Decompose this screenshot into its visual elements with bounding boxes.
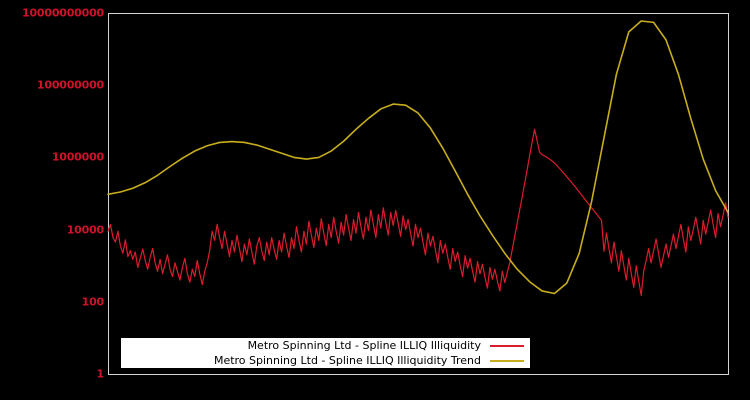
y-tick-label-1000000: 1000000 [51,150,104,164]
y-tick-label-100: 100 [81,295,105,309]
legend-label-0: Metro Spinning Ltd - Spline ILLIQ Illiqu… [247,339,481,352]
y-tick-label-10000: 10000 [66,223,104,237]
legend-entry-1[interactable]: Metro Spinning Ltd - Spline ILLIQ Illiqu… [121,353,530,368]
y-tick-label-1: 1 [96,367,105,381]
series-line-0 [107,128,729,297]
y-tick-label-10000000000: 10000000000 [22,6,104,20]
data-series-layer [107,20,729,297]
legend-entry-0[interactable]: Metro Spinning Ltd - Spline ILLIQ Illiqu… [121,338,530,353]
legend-swatch-1 [490,359,524,362]
y-tick-label-100000000: 100000000 [36,78,104,92]
chart-legend: Metro Spinning Ltd - Spline ILLIQ Illiqu… [121,338,530,368]
legend-label-1: Metro Spinning Ltd - Spline ILLIQ Illiqu… [213,354,481,367]
y-axis-tick-labels: 1 100 10000 1000000 100000000 10000000000 [0,0,104,400]
series-line-1 [107,20,729,295]
legend-swatch-0 [490,344,524,347]
